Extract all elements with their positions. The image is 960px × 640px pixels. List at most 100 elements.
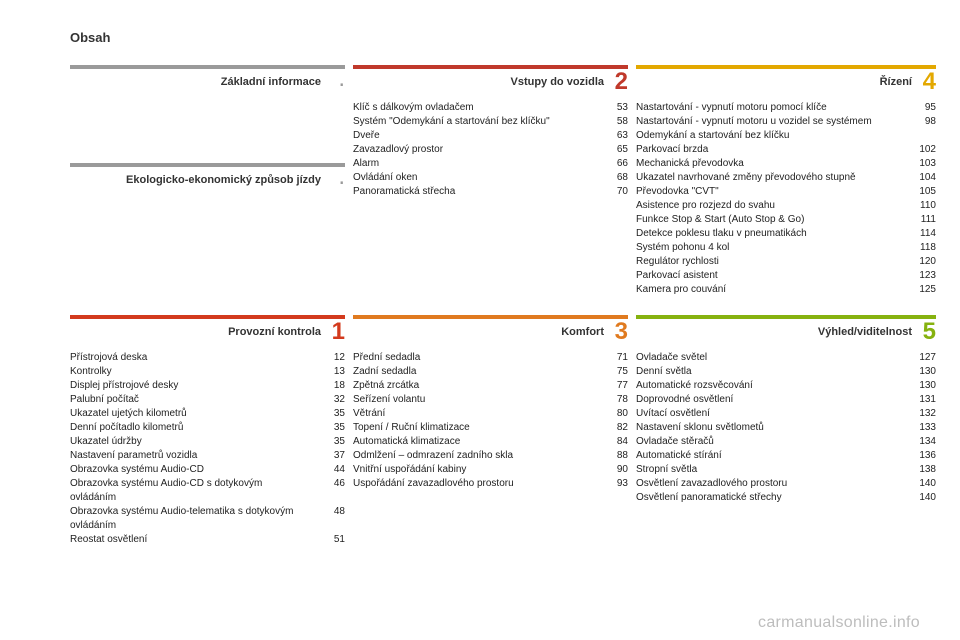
toc-item: Panoramatická střecha70: [353, 185, 628, 199]
toc-item-label: Alarm: [353, 157, 600, 171]
toc-item-page: 118: [908, 241, 936, 255]
toc-item-label: Kontrolky: [70, 365, 317, 379]
toc-item-page: 77: [600, 379, 628, 393]
toc-item-page: 114: [908, 227, 936, 241]
section-items: Přístrojová deska12Kontrolky13Displej př…: [70, 351, 345, 547]
toc-item-label: Automatická klimatizace: [353, 435, 600, 449]
toc-item-label: Seřízení volantu: [353, 393, 600, 407]
toc-item-page: 66: [600, 157, 628, 171]
toc-item-label: Funkce Stop & Start (Auto Stop & Go): [636, 213, 908, 227]
toc-cell: Základní informace.Ekologicko-ekonomický…: [70, 65, 345, 297]
toc-item-page: 48: [317, 505, 345, 519]
toc-item: Parkovací asistent123: [636, 269, 936, 283]
toc-item-page: 58: [600, 115, 628, 129]
toc-item: Palubní počítač32: [70, 393, 345, 407]
toc-item-page: 95: [908, 101, 936, 115]
toc-item-label: Větrání: [353, 407, 600, 421]
toc-item-page: 123: [908, 269, 936, 283]
toc-item: Přední sedadla71: [353, 351, 628, 365]
toc-item-page: 51: [317, 533, 345, 547]
toc-item: Zpětná zrcátka77: [353, 379, 628, 393]
toc-item: Denní počítadlo kilometrů35: [70, 421, 345, 435]
toc-item: Topení / Ruční klimatizace82: [353, 421, 628, 435]
toc-item-label: Reostat osvětlení: [70, 533, 317, 547]
toc-item: Reostat osvětlení51: [70, 533, 345, 547]
section-title: Vstupy do vozidla: [353, 76, 610, 88]
section-number: 1: [327, 320, 345, 344]
toc-item: Dveře63: [353, 129, 628, 143]
toc-item-page: 103: [908, 157, 936, 171]
toc-item-page: 105: [908, 185, 936, 199]
toc-item: Nastartování - vypnutí motoru u vozidel …: [636, 115, 936, 143]
toc-item-page: 32: [317, 393, 345, 407]
toc-item-label: Asistence pro rozjezd do svahu: [636, 199, 908, 213]
toc-item-label: Displej přístrojové desky: [70, 379, 317, 393]
toc-item: Seřízení volantu78: [353, 393, 628, 407]
toc-item-label: Doprovodné osvětlení: [636, 393, 908, 407]
toc-item-page: 63: [600, 129, 628, 143]
toc-item-page: 120: [908, 255, 936, 269]
toc-item: Zadní sedadla75: [353, 365, 628, 379]
toc-cell: Výhled/viditelnost5Ovladače světel127Den…: [636, 315, 936, 547]
section-title: Komfort: [353, 326, 610, 338]
toc-item-label: Odmlžení – odmrazení zadního skla: [353, 449, 600, 463]
toc-item-label: Přední sedadla: [353, 351, 600, 365]
toc-item-page: 140: [908, 491, 936, 505]
watermark: carmanualsonline.info: [758, 614, 920, 632]
toc-item-label: Regulátor rychlosti: [636, 255, 908, 269]
toc-item-page: 18: [317, 379, 345, 393]
toc-item: Alarm66: [353, 157, 628, 171]
toc-item: Nastavení parametrů vozidla37: [70, 449, 345, 463]
toc-item-label: Obrazovka systému Audio-CD: [70, 463, 317, 477]
section-number: 5: [918, 320, 936, 344]
toc-item-page: 138: [908, 463, 936, 477]
toc-item-page: 71: [600, 351, 628, 365]
toc-item-label: Systém "Odemykání a startování bez klíčk…: [353, 115, 600, 129]
toc-item: Displej přístrojové desky18: [70, 379, 345, 393]
toc-item-label: Panoramatická střecha: [353, 185, 600, 199]
toc-item-page: 84: [600, 435, 628, 449]
section-heading: Vstupy do vozidla2: [353, 65, 628, 91]
toc-item-page: 125: [908, 283, 936, 297]
toc-cell: Vstupy do vozidla2 Klíč s dálkovým ovlada…: [353, 65, 628, 297]
toc-item-label: Klíč s dálkovým ovladačem: [353, 101, 600, 115]
toc-item-page: 130: [908, 379, 936, 393]
toc-item: Kontrolky13: [70, 365, 345, 379]
toc-item-page: 35: [317, 407, 345, 421]
toc-item: Přístrojová deska12: [70, 351, 345, 365]
section-heading: Komfort3: [353, 315, 628, 341]
toc-item-page: 98: [908, 115, 936, 129]
toc-item-label: Osvětlení panoramatické střechy: [636, 491, 908, 505]
toc-item-page: 53: [600, 101, 628, 115]
toc-item-page: 132: [908, 407, 936, 421]
toc-item: Doprovodné osvětlení131: [636, 393, 936, 407]
toc-item-page: 35: [317, 435, 345, 449]
toc-item-label: Nastartování - vypnutí motoru pomocí klí…: [636, 101, 908, 115]
toc-item-label: Palubní počítač: [70, 393, 317, 407]
toc-item-label: Denní světla: [636, 365, 908, 379]
toc-item: Osvětlení panoramatické střechy140: [636, 491, 936, 505]
toc-item-label: Kamera pro couvání: [636, 283, 908, 297]
toc-item: Kamera pro couvání125: [636, 283, 936, 297]
toc-item-page: 140: [908, 477, 936, 491]
toc-item-label: Ukazatel ujetých kilometrů: [70, 407, 317, 421]
toc-item-label: Zpětná zrcátka: [353, 379, 600, 393]
toc-item-page: 75: [600, 365, 628, 379]
toc-page: Obsah Základní informace.Ekologicko-ekon…: [0, 0, 960, 640]
toc-item: Osvětlení zavazadlového prostoru140: [636, 477, 936, 491]
toc-item-label: Vnitřní uspořádání kabiny: [353, 463, 600, 477]
toc-item: Regulátor rychlosti120: [636, 255, 936, 269]
toc-item: Obrazovka systému Audio-CD44: [70, 463, 345, 477]
toc-item: Automatická klimatizace84: [353, 435, 628, 449]
toc-item: Uspořádání zavazadlového prostoru93: [353, 477, 628, 491]
toc-item-page: 78: [600, 393, 628, 407]
toc-item-label: Osvětlení zavazadlového prostoru: [636, 477, 908, 491]
section-title: Výhled/viditelnost: [636, 326, 918, 338]
toc-item-page: 133: [908, 421, 936, 435]
toc-item-label: Ukazatel údržby: [70, 435, 317, 449]
section-number: 3: [610, 320, 628, 344]
toc-item-label: Parkovací brzda: [636, 143, 908, 157]
toc-item: Obrazovka systému Audio-telematika s dot…: [70, 505, 345, 533]
toc-item-page: 88: [600, 449, 628, 463]
toc-item-page: 136: [908, 449, 936, 463]
